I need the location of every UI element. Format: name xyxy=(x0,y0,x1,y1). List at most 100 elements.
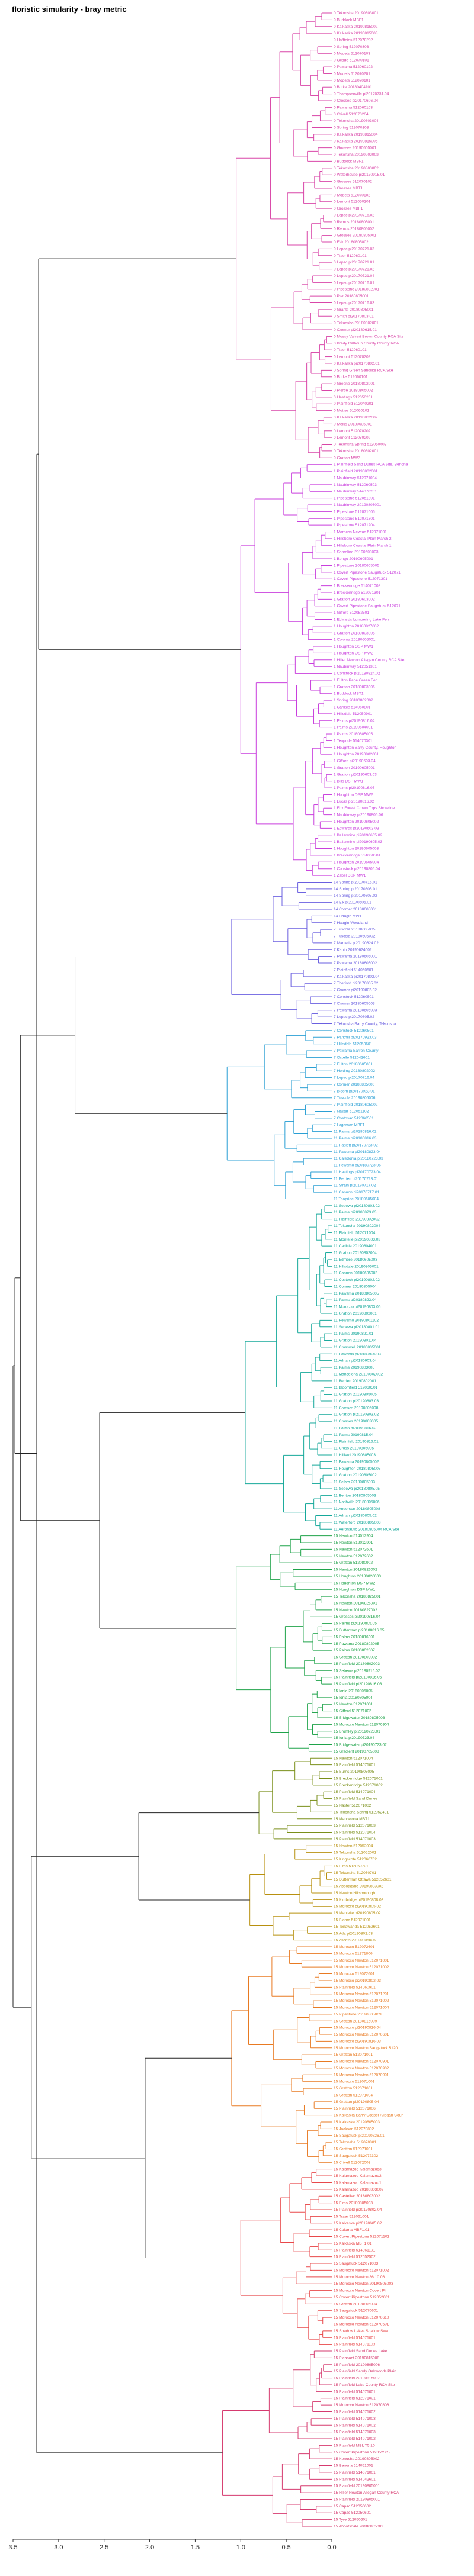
leaf-label: 1 Gratton 20190605001 xyxy=(334,766,375,770)
leaf-label: 1 Covert Pipestone Saugatuck 512071 xyxy=(334,571,401,575)
leaf-label: 15 Plainfield 514071003 xyxy=(334,2417,376,2421)
leaf-label: 15 Plainfield 20190805001 xyxy=(334,2497,380,2501)
leaf-label: 15 Plainfield Sandy Oakwoods Plain xyxy=(334,2369,396,2374)
leaf-label: 1 Plainfield 20190802001 xyxy=(334,469,378,474)
leaf-label: 15 Palms 20180802007 xyxy=(334,1648,375,1653)
leaf-label: 15 Covert Pipestone 512052505 xyxy=(334,2451,390,2455)
leaf-label: 1 Houghton 20180827002 xyxy=(334,624,379,629)
leaf-label: 15 Plainfield 512071003 xyxy=(334,1824,376,1828)
leaf-label: 0 Lemont 512070202 xyxy=(334,429,371,433)
x-tick-label: 1.5 xyxy=(191,2544,200,2551)
leaf-label: 7 Pawama 20180605003 xyxy=(334,1009,377,1013)
leaf-label: 1 Houghton 20190605002 xyxy=(334,820,379,824)
leaf-label: 15 Morocco Newton 512070601 xyxy=(334,2323,389,2327)
leaf-label: 11 Plainfield 20190802002 xyxy=(334,1218,380,1222)
leaf-label: 1 Hillsdale 512050901 xyxy=(334,712,373,716)
leaf-label: 15 Kimbridge pi20190808.03 xyxy=(334,1898,384,1902)
leaf-label: 0 Pipestone 20180802001 xyxy=(334,288,379,292)
leaf-label: 1 Breckenridge 512071301 xyxy=(334,591,381,595)
leaf-label: 15 Abbotsdale 20190803002 xyxy=(334,1885,383,1889)
leaf-label: 0 Pierce 20180805002 xyxy=(334,388,373,392)
leaf-label: 15 Plainfield 514071001 xyxy=(334,1763,376,1767)
leaf-label: 15 Kalamazoo Kalamazoo2 xyxy=(334,2174,382,2178)
leaf-label: 11 Strain pi20170717.02 xyxy=(334,1184,376,1188)
leaf-label: 1 Plainfield Sand Dunes RCA Site, Benona xyxy=(334,463,408,467)
leaf-label: 1 Naubinway 514070201 xyxy=(334,490,377,494)
leaf-label: 0 Spring 512070103 xyxy=(334,126,369,130)
leaf-label: 11 Plainfield 512071004 xyxy=(334,1231,376,1235)
leaf-label: 0 Hastings 512050201 xyxy=(334,395,373,400)
leaf-label: 1 Bills DSP MW1 xyxy=(334,780,363,784)
leaf-label: 0 Lepac pi20170721.01 xyxy=(334,260,374,265)
leaf-label: 11 Sebewa pi20180801.01 xyxy=(334,1325,380,1329)
leaf-label: 15 Morocco Newton 512070901 xyxy=(334,2073,389,2077)
leaf-label: 0 Spring Green Sandlike RCA Site xyxy=(334,368,393,372)
leaf-labels: 0 Tekonsha 20190803001 0 Buddock MBF1 0 Ka… xyxy=(334,11,408,2529)
leaf-label: 1 Gratton 20180803006 xyxy=(334,685,375,689)
leaf-label: 0 Tekonsha 20190803003 xyxy=(334,153,379,157)
leaf-label: 14 Spring pi20170605.02 xyxy=(334,894,377,898)
leaf-label: 11 Anderson 20180805008 xyxy=(334,1507,380,1511)
leaf-label: 15 Newton 512072602 xyxy=(334,1554,373,1559)
leaf-label: 15 Gratton 512071004 xyxy=(334,2093,373,2097)
leaf-label: 15 Mantelle pi20190805.02 xyxy=(334,1911,381,1915)
leaf-label: 15 Tekonsha Spring 512052401 xyxy=(334,1810,389,1814)
leaf-label: 15 Morocco Newton 512070902 xyxy=(334,2066,389,2071)
leaf-label: 1 Gifford 512052501 xyxy=(334,611,369,615)
leaf-label: 15 Gratton pi20190805.04 xyxy=(334,2100,379,2104)
leaf-label: 15 Kenosha 20190805002 xyxy=(334,2457,380,2461)
leaf-label: 0 Thompsonville pi20170731.04 xyxy=(334,92,389,96)
leaf-label: 11 Tekonsha 20190802004 xyxy=(334,1224,380,1228)
leaf-label: 11 Palms 20190815.04 xyxy=(334,1433,374,1437)
leaf-label: 15 Burns 20190805005 xyxy=(334,1770,374,1774)
leaf-label: 1 Gratton pi20190603.03 xyxy=(334,772,377,777)
leaf-label: 0 Kalkaska 20190815004 xyxy=(334,133,378,137)
leaf-label: 1 Breckenridge 514071008 xyxy=(334,584,381,588)
leaf-label: 0 Tekonsha 20190803002 xyxy=(334,166,379,170)
leaf-label: 15 Morocco Newton 512070610 xyxy=(334,2316,389,2320)
leaf-label: 11 Berrien pi20170723.01 xyxy=(334,1177,379,1181)
leaf-label: 0 Greene 20180802001 xyxy=(334,382,375,386)
leaf-label: 0 Modets 512070103 xyxy=(334,51,370,56)
leaf-label: 0 Lepac pi20170721.03 xyxy=(334,247,374,251)
leaf-label: 1 Pipestone 512071005 xyxy=(334,510,375,514)
leaf-label: 0 Crivell 512070204 xyxy=(334,112,369,117)
leaf-label: 15 Plainfield 20180802003 xyxy=(334,1662,380,1666)
leaf-label: 11 Hastings pi20170723.04 xyxy=(334,1170,381,1174)
leaf-label: 15 Newton 512072601 xyxy=(334,1547,373,1551)
leaf-label: 7 Naster 512051102 xyxy=(334,1109,369,1113)
leaf-label: 15 Hiller Newton Allegan County RCA xyxy=(334,2491,399,2495)
leaf-label: 1 Pipestone 20180605005 xyxy=(334,564,379,568)
leaf-label: 0 Tekonsha 20180802001 xyxy=(334,321,379,326)
leaf-label: 1 Teapride 514070301 xyxy=(334,739,373,743)
leaf-label: 7 Tekonsha Barry County, Tekonsha xyxy=(334,1022,396,1026)
leaf-label: 15 Tekonsha 512070801 xyxy=(334,2140,376,2144)
x-tick-label: 0.5 xyxy=(281,2544,290,2551)
leaf-label: 7 Haagin Woodland xyxy=(334,921,368,925)
leaf-label: 15 Tekonsha 512060701 xyxy=(334,1871,376,1875)
leaf-label: 11 Palms pi20180823.03 xyxy=(334,1210,377,1215)
leaf-label: 11 Pawama 20190805002 xyxy=(334,1460,379,1464)
leaf-label: 15 Capac 512050601 xyxy=(334,2511,371,2515)
leaf-label: 15 Plainfield 514060901 xyxy=(334,1985,376,1989)
leaf-label: 11 Palms pi20180823.04 xyxy=(334,1298,377,1302)
leaf-label: 15 Kalkaska Barry Cooper Allegan Coun xyxy=(334,2114,403,2118)
leaf-label: 15 Newton 20180827002 xyxy=(334,1608,377,1612)
leaf-label: 15 Sebewa pi20180916.02 xyxy=(334,1669,380,1673)
leaf-label: 11 Gratton 20190801104 xyxy=(334,1339,377,1343)
leaf-label: 1 Fox Forest Crown Tops Shoreline xyxy=(334,806,395,810)
leaf-label: 0 Lemont 512070303 xyxy=(334,436,371,440)
leaf-label: 14 Spring pi20170805.01 xyxy=(334,887,377,891)
leaf-label: 15 Plainfield 514071003 xyxy=(334,1837,376,1841)
leaf-label: 1 Buddock MBT1 xyxy=(334,692,364,696)
leaf-label: 15 Covert Pipestone 512052601 xyxy=(334,2295,390,2300)
leaf-label: 0 Kalkaska 20190815002 xyxy=(334,25,378,29)
leaf-label: 1 Breckenridge 514060501 xyxy=(334,854,381,858)
leaf-label: 0 Pawama 512060103 xyxy=(334,105,373,110)
leaf-label: 15 Morocco pi20190816.03 xyxy=(334,2039,381,2043)
leaf-label: 11 Adrian pi20180805.02 xyxy=(334,1514,377,1518)
leaf-label: 15 Tyre 512050601 xyxy=(334,2518,367,2522)
leaf-label: 1 Ballarmine pi20190605.02 xyxy=(334,833,382,838)
leaf-label: 11 Hilliard 20190805003 xyxy=(334,1453,376,1457)
leaf-label: 0 Lepac pi20170721.02 xyxy=(334,268,374,272)
